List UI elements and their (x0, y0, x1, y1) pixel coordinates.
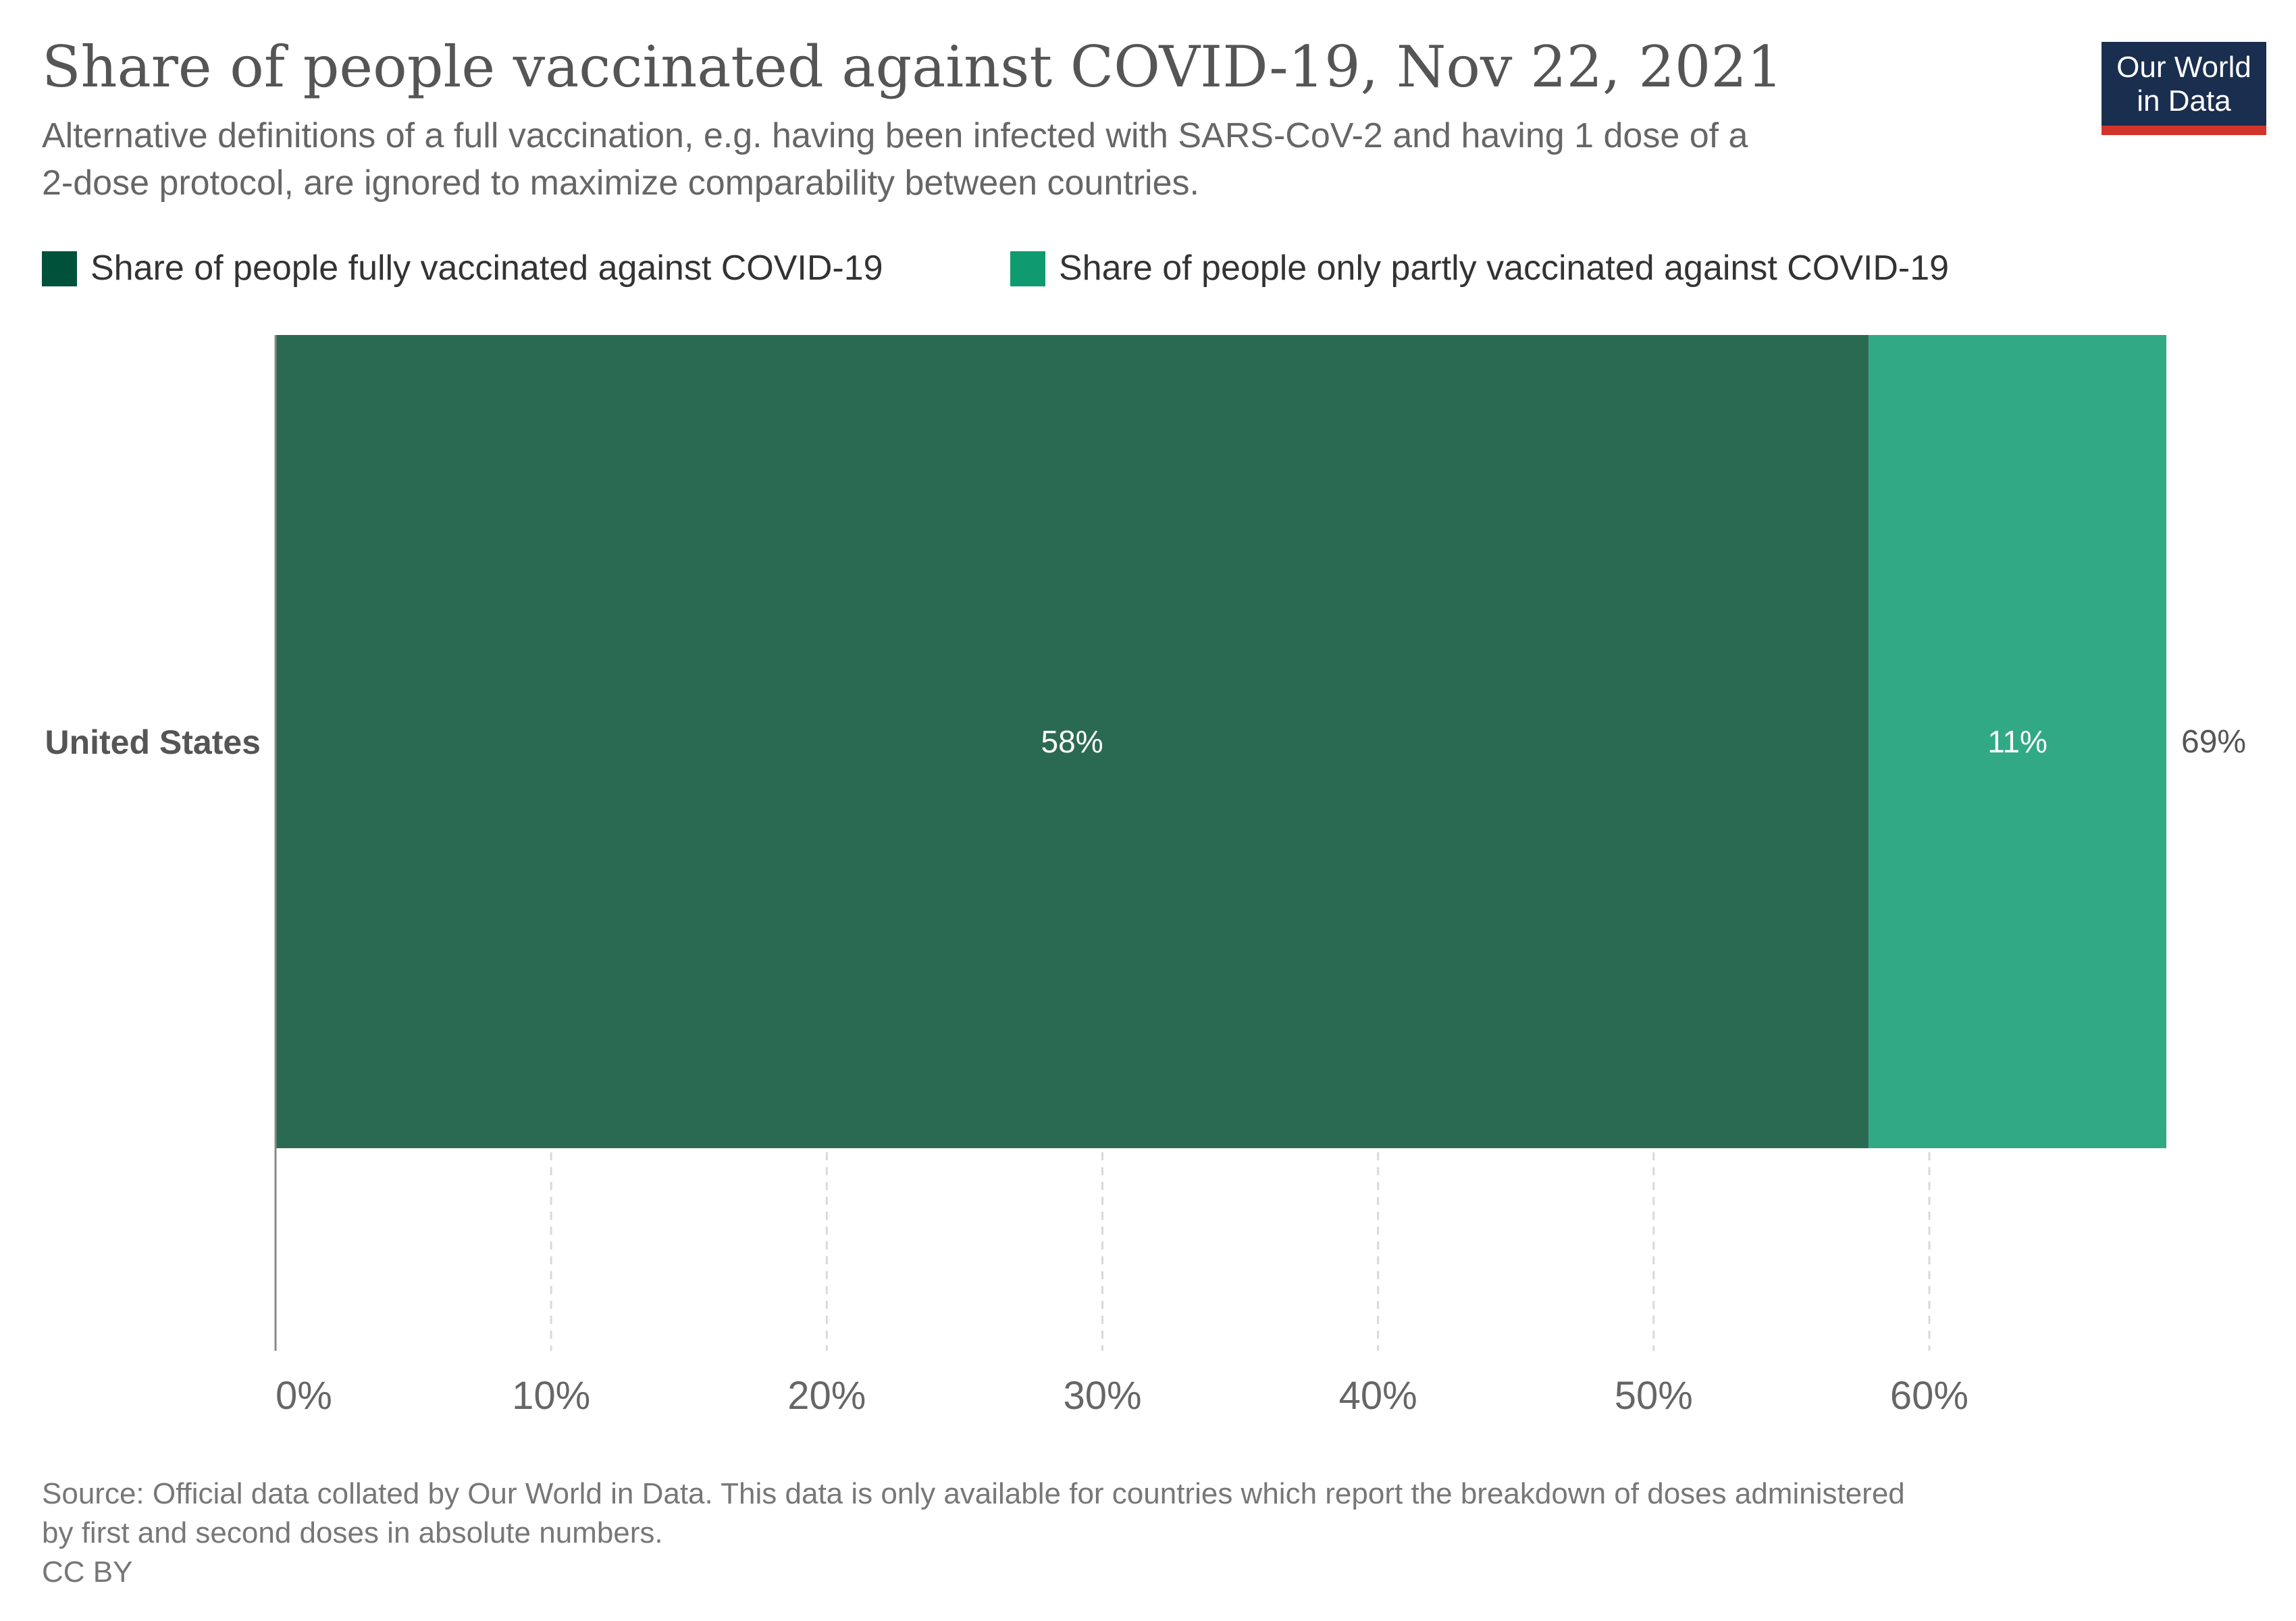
chart-subtitle-line-1: Alternative definitions of a full vaccin… (42, 116, 1748, 155)
legend-label-partly: Share of people only partly vaccinated a… (1059, 249, 1949, 288)
legend: Share of people fully vaccinated against… (42, 249, 1949, 288)
license-label[interactable]: CC BY (42, 1555, 132, 1589)
x-tick-label-50: 50% (1615, 1374, 1693, 1418)
logo-text-line-2: in Data (2137, 84, 2231, 118)
bar-fully-vaccinated-united-states (276, 335, 1869, 1148)
x-tick-label-40: 40% (1339, 1374, 1417, 1418)
legend-swatch-partly (1010, 251, 1045, 286)
category-label-united-states: United States (45, 723, 261, 761)
owid-logo[interactable]: Our World in Data (2102, 42, 2266, 135)
source-note-line-2: by first and second doses in absolute nu… (42, 1516, 663, 1549)
x-tick-label-20: 20% (787, 1374, 866, 1418)
x-axis-tick-labels: 0% 10% 20% 30% 40% 50% 60% (276, 1374, 1968, 1418)
source-note-line-1: Source: Official data collated by Our Wo… (42, 1477, 1905, 1510)
data-label-partly-vaccinated: 11% (1987, 724, 2047, 759)
chart-title: Share of people vaccinated against COVID… (42, 34, 1783, 100)
legend-label-fully: Share of people fully vaccinated against… (90, 249, 883, 288)
bars (276, 335, 2166, 1148)
logo-text-line-1: Our World (2116, 51, 2251, 84)
logo-accent-bar (2102, 126, 2266, 135)
logo-background (2102, 42, 2266, 135)
legend-swatch-fully (42, 251, 77, 286)
x-tick-label-60: 60% (1890, 1374, 1968, 1418)
x-tick-label-30: 30% (1063, 1374, 1141, 1418)
data-label-total: 69% (2181, 724, 2246, 760)
bar-partly-vaccinated-united-states (1869, 335, 2166, 1148)
x-tick-label-0: 0% (276, 1374, 332, 1418)
x-tick-label-10: 10% (512, 1374, 590, 1418)
data-label-fully-vaccinated: 58% (1041, 724, 1103, 759)
chart-subtitle-line-2: 2-dose protocol, are ignored to maximize… (42, 163, 1199, 203)
